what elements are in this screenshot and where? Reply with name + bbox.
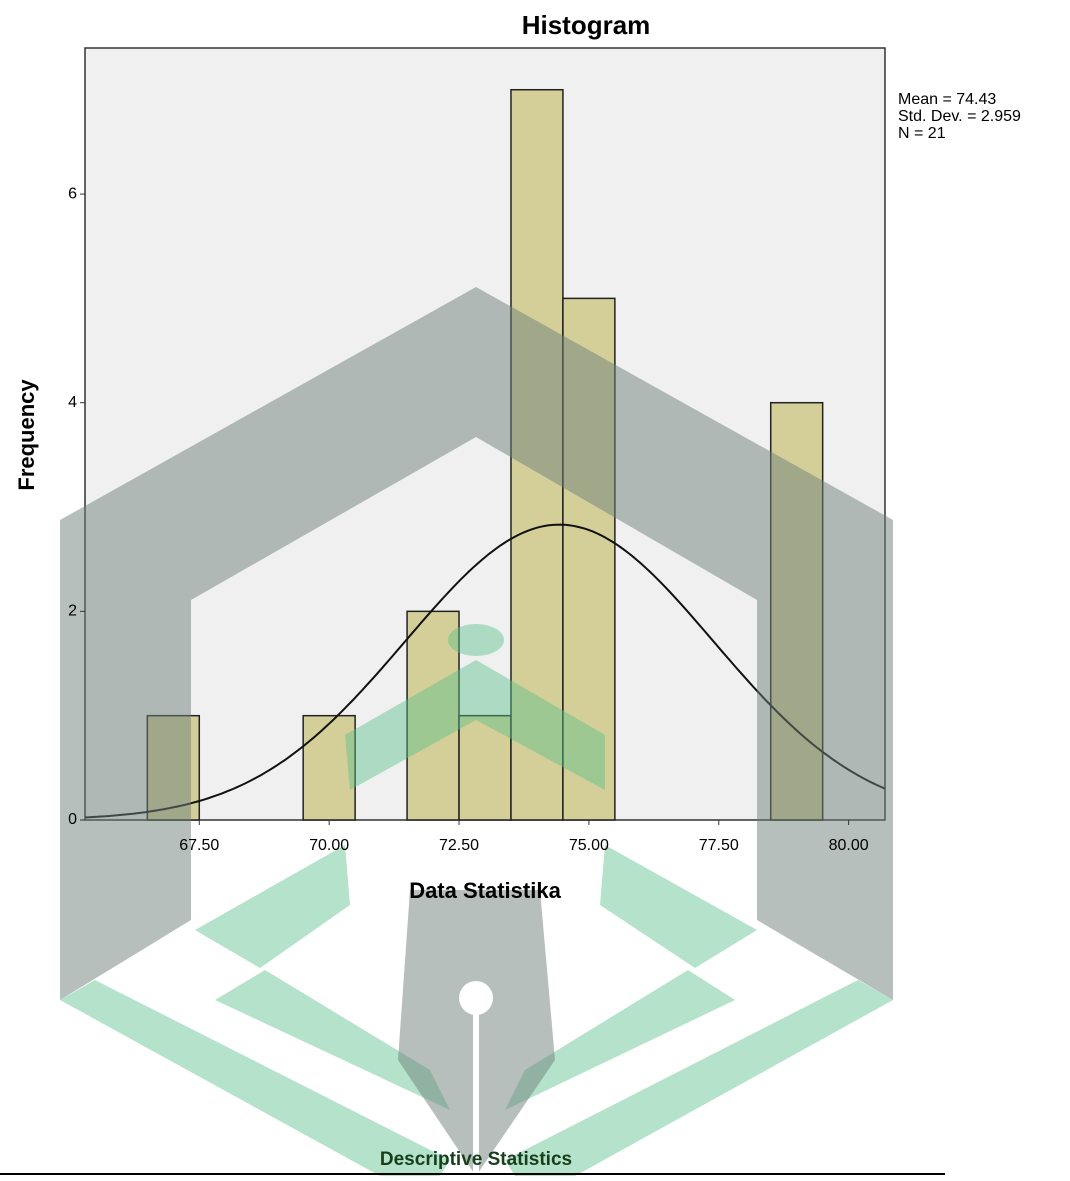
x-tick-label: 72.50 [439, 837, 479, 854]
x-tick-label: 75.00 [569, 837, 609, 854]
watermark-shape [505, 970, 735, 1110]
watermark-shape [215, 970, 450, 1110]
bar [458, 714, 512, 821]
x-tick-label: 70.00 [309, 837, 349, 854]
watermark-shape [195, 845, 350, 968]
x-tick-label: 80.00 [829, 837, 869, 854]
chart-title: Histogram [522, 10, 651, 40]
watermark-nib-slit [473, 1010, 479, 1176]
y-tick-label: 6 [68, 185, 77, 202]
watermark-shape [600, 845, 757, 968]
watermark-shape [505, 980, 893, 1176]
watermark-nib-hole [459, 981, 493, 1015]
x-tick-label: 67.50 [179, 837, 219, 854]
watermark-shape [345, 660, 605, 790]
normal-curve [84, 523, 886, 819]
watermark-dome [448, 624, 504, 656]
y-tick-label: 0 [68, 811, 77, 828]
table-title: Descriptive Statistics [380, 1149, 572, 1170]
stat-n: N = 21 [898, 125, 946, 142]
watermark-shape [60, 980, 450, 1176]
bar [302, 714, 356, 821]
watermark-frame [60, 287, 893, 1000]
stat-sd: Std. Dev. = 2.959 [898, 108, 1021, 125]
x-tick-label: 77.50 [699, 837, 739, 854]
watermark [60, 287, 893, 1176]
y-tick-label: 4 [68, 394, 77, 411]
x-axis-label: Data Statistika [409, 878, 561, 903]
stat-mean: Mean = 74.43 [898, 91, 996, 108]
y-tick-label: 2 [68, 603, 77, 620]
y-axis-label: Frequency [14, 379, 39, 491]
